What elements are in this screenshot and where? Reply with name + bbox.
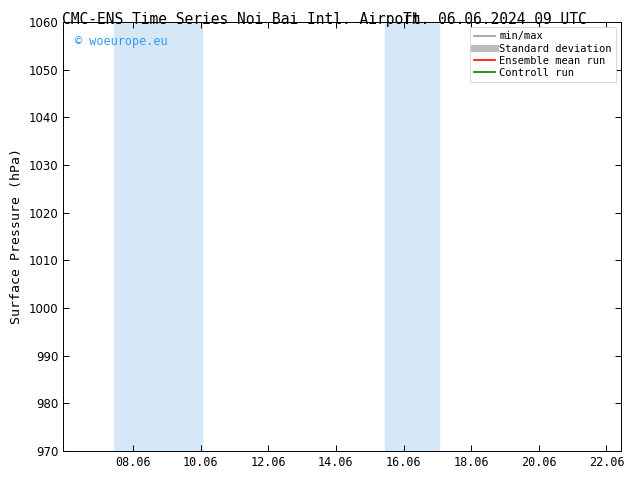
Bar xyxy=(114,22,202,451)
Text: © woeurope.eu: © woeurope.eu xyxy=(75,35,167,48)
Y-axis label: Surface Pressure (hPa): Surface Pressure (hPa) xyxy=(10,148,23,324)
Legend: min/max, Standard deviation, Ensemble mean run, Controll run: min/max, Standard deviation, Ensemble me… xyxy=(470,27,616,82)
Text: CMC-ENS Time Series Noi Bai Intl. Airport: CMC-ENS Time Series Noi Bai Intl. Airpor… xyxy=(61,12,420,27)
Text: Th. 06.06.2024 09 UTC: Th. 06.06.2024 09 UTC xyxy=(403,12,586,27)
Bar xyxy=(385,22,439,451)
